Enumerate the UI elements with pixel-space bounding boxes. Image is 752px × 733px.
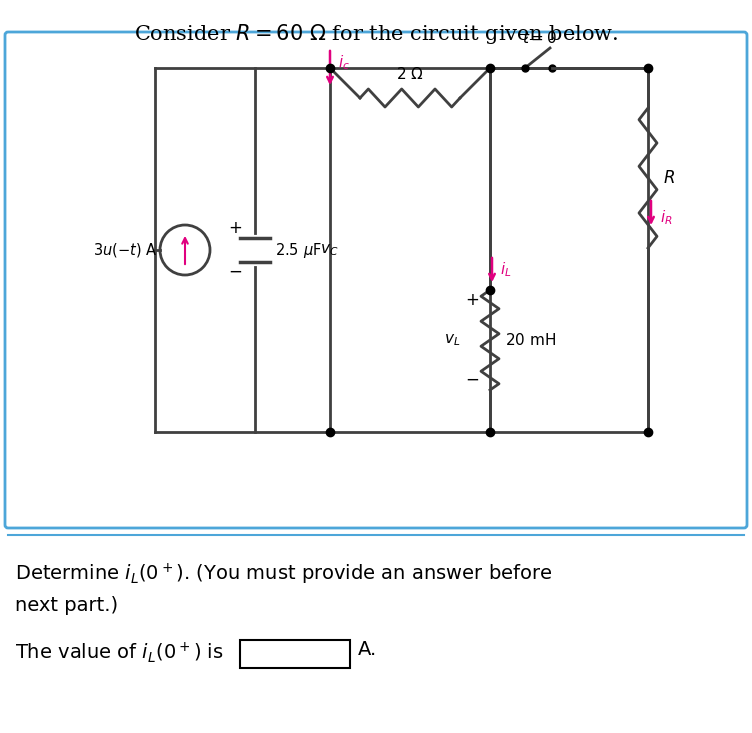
FancyBboxPatch shape [5,32,747,528]
Text: $t= 0$: $t= 0$ [523,30,558,46]
Text: +: + [465,291,479,309]
Text: Consider $R= 60\ \Omega$ for the circuit given below.: Consider $R= 60\ \Omega$ for the circuit… [134,22,618,46]
Text: −: − [228,263,242,281]
Text: next part.): next part.) [15,596,118,615]
Text: $3u(-t)$ A: $3u(-t)$ A [93,241,158,259]
Text: $2\ \Omega$: $2\ \Omega$ [396,66,424,82]
Text: The value of $i_L(0^+)$ is: The value of $i_L(0^+)$ is [15,640,223,665]
Text: −: − [465,371,479,389]
FancyBboxPatch shape [240,640,350,668]
Text: $20\ \mathrm{mH}$: $20\ \mathrm{mH}$ [505,332,556,348]
Text: Determine $i_L(0^+)$. (You must provide an answer before: Determine $i_L(0^+)$. (You must provide … [15,562,552,587]
Text: $i_c$: $i_c$ [338,54,350,73]
Text: +: + [228,219,242,237]
Text: $i_L$: $i_L$ [500,261,511,279]
Text: A.: A. [358,640,378,659]
Text: $2.5\ \mu\mathrm{F}$: $2.5\ \mu\mathrm{F}$ [275,240,322,259]
Text: $v_C$: $v_C$ [320,242,338,258]
Text: $i_R$: $i_R$ [660,209,672,227]
Text: $R$: $R$ [663,169,675,187]
Text: $v_L$: $v_L$ [444,332,460,348]
